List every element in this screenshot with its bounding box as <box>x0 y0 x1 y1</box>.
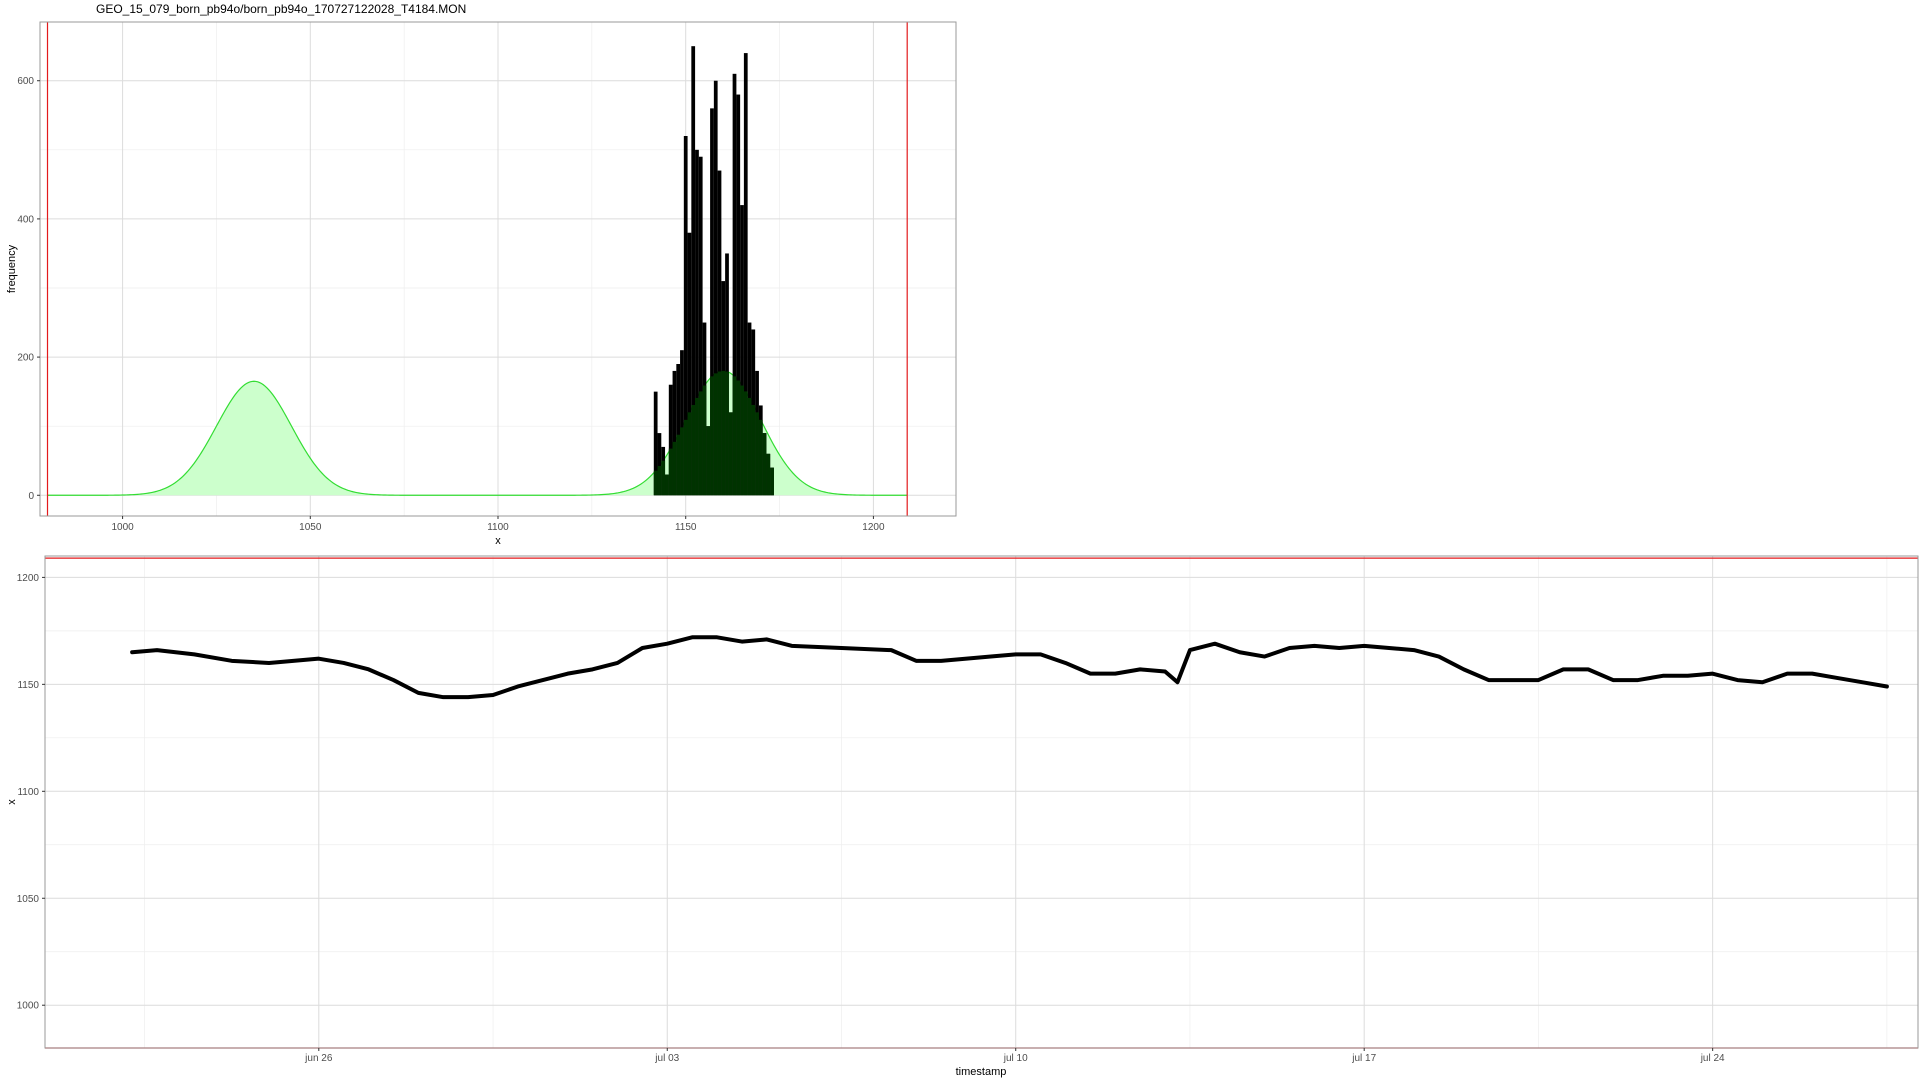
histogram-overlap-bar <box>728 412 733 496</box>
y-tick-label: 1050 <box>17 894 40 905</box>
histogram-overlap-bar <box>758 419 763 496</box>
timeseries-panel <box>44 555 1919 1049</box>
histogram-overlap-bar <box>747 397 752 496</box>
x-tick-label: jul 24 <box>1700 1053 1725 1064</box>
histogram-overlap-bar <box>755 412 759 496</box>
histogram-overlap-bar <box>743 391 748 496</box>
histogram-overlap-bar <box>732 376 737 496</box>
y-tick-label: 1150 <box>17 680 39 691</box>
x-tick-label: jul 10 <box>1003 1053 1028 1064</box>
x-tick-label: 1150 <box>675 522 697 533</box>
timeseries-line <box>130 635 1889 700</box>
x-tick-label: 1000 <box>111 522 134 533</box>
histogram-overlap-bar <box>672 441 677 496</box>
density-curve <box>47 370 908 496</box>
histogram-overlap-bar <box>698 391 703 496</box>
histogram-bar <box>713 80 718 496</box>
histogram-bar <box>698 156 703 496</box>
timeseries-panel-background <box>45 556 1918 1048</box>
histogram-bar <box>687 232 692 496</box>
timeseries-x-axis-title: timestamp <box>956 1066 1007 1078</box>
histogram-bar <box>743 53 748 496</box>
histogram-title: GEO_15_079_born_pb94o/born_pb94o_1707271… <box>96 2 466 16</box>
histogram-bar <box>736 94 741 496</box>
x-tick-label: 1200 <box>862 522 885 533</box>
y-tick-label: 1000 <box>17 1001 40 1012</box>
histogram-bar <box>668 384 673 496</box>
histogram-overlap-bar <box>691 404 696 496</box>
limit-lines <box>46 22 908 516</box>
histogram-overlap-bar <box>687 412 692 496</box>
histogram-overlap-bar <box>710 376 714 496</box>
histogram-bar <box>732 73 737 496</box>
x-tick-label: jul 03 <box>654 1053 679 1064</box>
timeseries-y-axis-title: x <box>6 799 18 805</box>
histogram-overlap-bar <box>751 404 756 496</box>
histogram-overlap-bar <box>653 470 658 496</box>
histogram-overlap-bar <box>740 385 744 496</box>
histogram-overlap-bar <box>706 426 711 496</box>
histogram-bar <box>683 136 688 496</box>
histogram-overlap-bar <box>713 373 718 496</box>
histogram-overlap-bar <box>702 385 707 496</box>
histogram-overlap-bar <box>766 453 771 496</box>
histogram-overlap-bar <box>661 460 666 496</box>
histogram-bar <box>657 433 662 496</box>
histogram-bar <box>653 391 658 496</box>
y-tick-label: 1200 <box>17 573 40 584</box>
x-tick-label: jun 26 <box>304 1053 333 1064</box>
timeseries-panel-border <box>44 555 1919 1049</box>
x-tick-label: jul 17 <box>1351 1053 1376 1064</box>
histogram-overlap-bar <box>680 427 684 496</box>
histogram-x-ticks: 1000 1050 1100 1150 1200 <box>111 516 885 533</box>
histogram-panel <box>39 21 957 517</box>
histogram-overlap-bar <box>717 371 722 496</box>
y-tick-label: 0 <box>28 491 34 502</box>
histogram-bar <box>672 370 677 496</box>
x-tick-label: 1050 <box>299 522 322 533</box>
histogram-y-axis-title: frequency <box>6 244 18 293</box>
histogram-x-axis-title: x <box>495 535 501 547</box>
histogram-bar <box>680 350 684 496</box>
histogram-overlap-bar <box>762 433 767 496</box>
histogram-bar <box>695 149 699 496</box>
histogram-overlap-bar <box>676 434 681 496</box>
histogram-overlap-bar <box>695 397 699 496</box>
histogram-overlap-bar <box>665 474 669 496</box>
x-tick-label: 1100 <box>487 522 509 533</box>
histogram-bar <box>691 46 696 496</box>
y-tick-label: 400 <box>17 214 34 225</box>
histogram-overlap-bar <box>721 370 726 496</box>
histogram-bar <box>717 170 722 496</box>
y-tick-label: 200 <box>17 353 34 364</box>
histogram-bar <box>740 205 744 496</box>
histogram-overlap-bar <box>725 371 729 496</box>
timeseries-y-ticks: 1000 1050 1100 1150 1200 <box>17 573 45 1012</box>
histogram-bar <box>710 108 714 496</box>
histogram-density-overlap <box>653 370 774 496</box>
histogram-overlap-bar <box>657 465 662 496</box>
series-line <box>130 635 1889 700</box>
histogram-overlap-bar <box>736 380 741 496</box>
timeseries-x-ticks: jun 26 jul 03 jul 10 jul 17 jul 24 <box>304 1048 1725 1064</box>
histogram-y-ticks: 0 200 400 600 <box>17 76 40 502</box>
histogram-overlap-bar <box>770 467 774 496</box>
histogram-overlap-bar <box>683 419 688 496</box>
histogram-bar <box>676 364 681 496</box>
timeseries-gridlines <box>45 556 1918 1048</box>
histogram-overlap-bar <box>668 448 673 496</box>
y-tick-label: 600 <box>17 76 34 87</box>
y-tick-label: 1100 <box>17 787 39 798</box>
